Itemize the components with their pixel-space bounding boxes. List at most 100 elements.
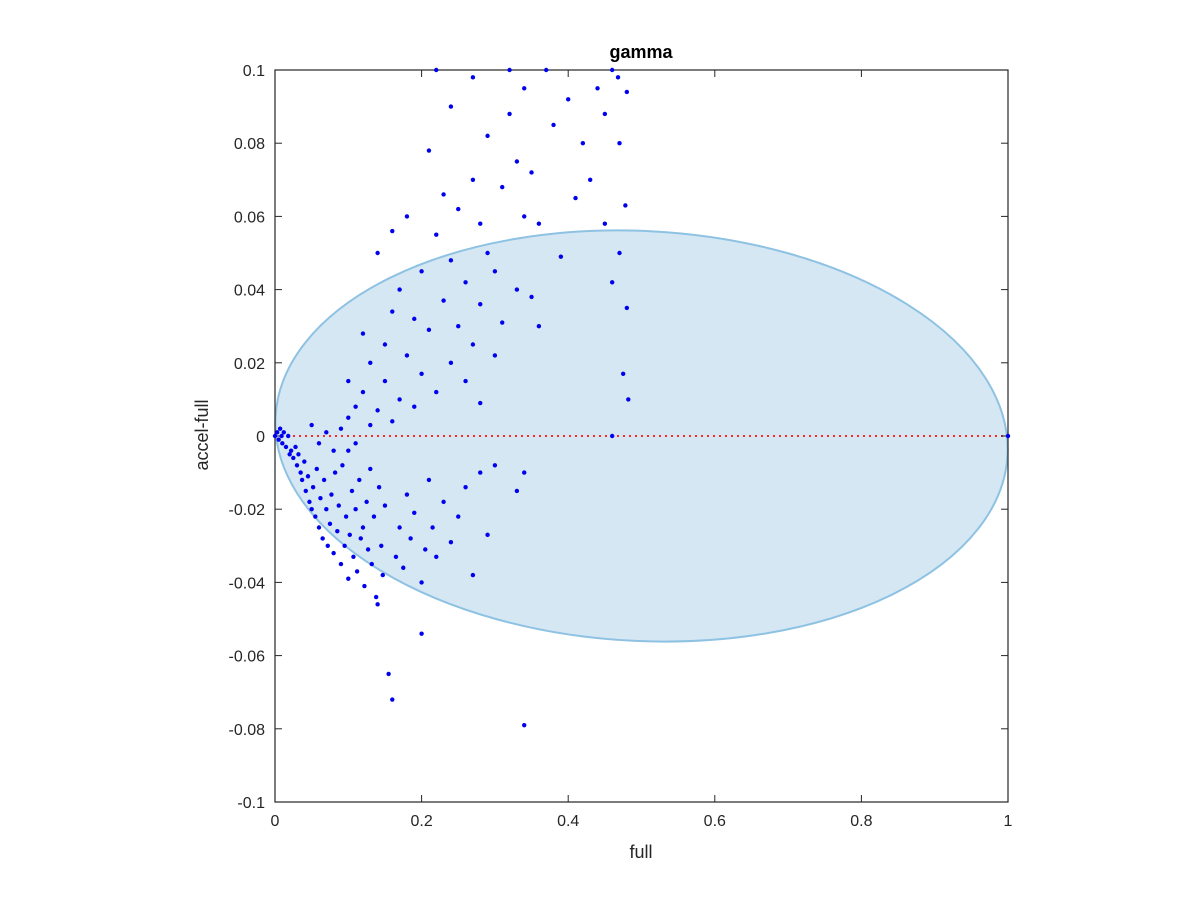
data-point [522,214,527,219]
data-point [354,569,360,574]
data-point [478,302,483,307]
data-point [609,280,615,285]
data-point [463,378,468,384]
data-point [441,499,446,505]
data-point [303,488,308,494]
data-point [353,441,358,446]
data-point [360,525,366,530]
data-point [430,525,435,530]
data-point [386,671,391,677]
data-point [375,602,380,607]
data-point [364,499,369,505]
data-point [276,437,281,442]
data-point [346,378,351,384]
data-point [296,452,301,457]
data-point [404,214,410,219]
chart-title: gamma [609,42,673,62]
data-point [358,536,363,541]
data-point [514,287,520,292]
data-point [408,536,413,541]
y-tick-label: -0.1 [237,795,265,812]
data-point [393,554,399,559]
x-tick-label: 0.2 [410,813,432,830]
data-point [412,404,417,409]
data-point [544,67,549,73]
data-point [368,360,373,365]
data-point [485,532,490,538]
y-axis-label: accel-full [192,399,212,470]
data-point [412,510,417,516]
data-point [463,280,468,285]
data-point [294,463,300,468]
data-point [375,250,380,256]
data-point [456,206,461,212]
data-point [320,536,325,541]
data-point [558,254,564,259]
data-point [492,353,498,358]
data-point [298,470,303,475]
data-point [325,543,330,548]
data-point [500,320,505,325]
data-point [285,433,291,439]
data-point [529,170,534,175]
data-point [397,397,402,402]
data-point [615,75,621,80]
data-point [485,133,490,139]
y-tick-label: 0.04 [234,283,265,300]
data-point [305,474,311,479]
data-point [434,67,439,73]
data-point [492,269,498,274]
data-point [419,371,424,376]
data-point [456,324,461,329]
data-point [434,232,439,237]
data-point [313,514,318,519]
data-point [280,441,285,446]
data-point [274,430,280,435]
data-point [279,433,284,439]
data-point [281,430,286,435]
data-point [331,550,336,556]
y-tick-label: 0.02 [234,356,265,373]
plot-area: 0 0.2 0.4 0.6 0.8 1 -0.1 -0.08 -0.06 -0.04 -0.02 0 0… [229,63,1013,830]
data-point [507,111,512,117]
data-point [324,507,329,512]
data-point [376,485,382,490]
data-point [324,430,329,435]
data-point [360,389,366,395]
data-point [617,141,622,146]
data-point [609,67,615,73]
data-point [397,287,402,292]
data-point [335,528,340,534]
data-point [283,444,289,450]
data-point [522,470,527,475]
data-point [419,580,424,585]
y-tick-label: -0.04 [229,575,266,592]
data-point [448,360,454,365]
data-point [404,353,410,358]
data-point [338,561,344,567]
y-tick-label: 0.06 [234,209,265,226]
data-point [536,221,542,226]
data-point [340,463,345,468]
data-point [293,444,298,450]
data-point [514,488,520,494]
data-point [390,419,395,424]
data-point [404,492,410,497]
x-tick-label: 0 [271,813,280,830]
data-point [353,404,358,409]
y-tick-label: -0.02 [229,502,266,519]
data-point [314,466,319,472]
data-point [626,397,631,402]
data-point [434,389,439,395]
data-point [617,250,622,256]
data-point [426,148,432,153]
y-tick-label: -0.06 [229,649,266,666]
data-point [309,507,314,512]
data-point [369,561,374,567]
data-point [390,697,395,702]
data-point [346,415,351,420]
data-point [368,466,373,472]
data-point [580,141,586,146]
data-point [500,184,505,190]
data-point [463,485,468,490]
